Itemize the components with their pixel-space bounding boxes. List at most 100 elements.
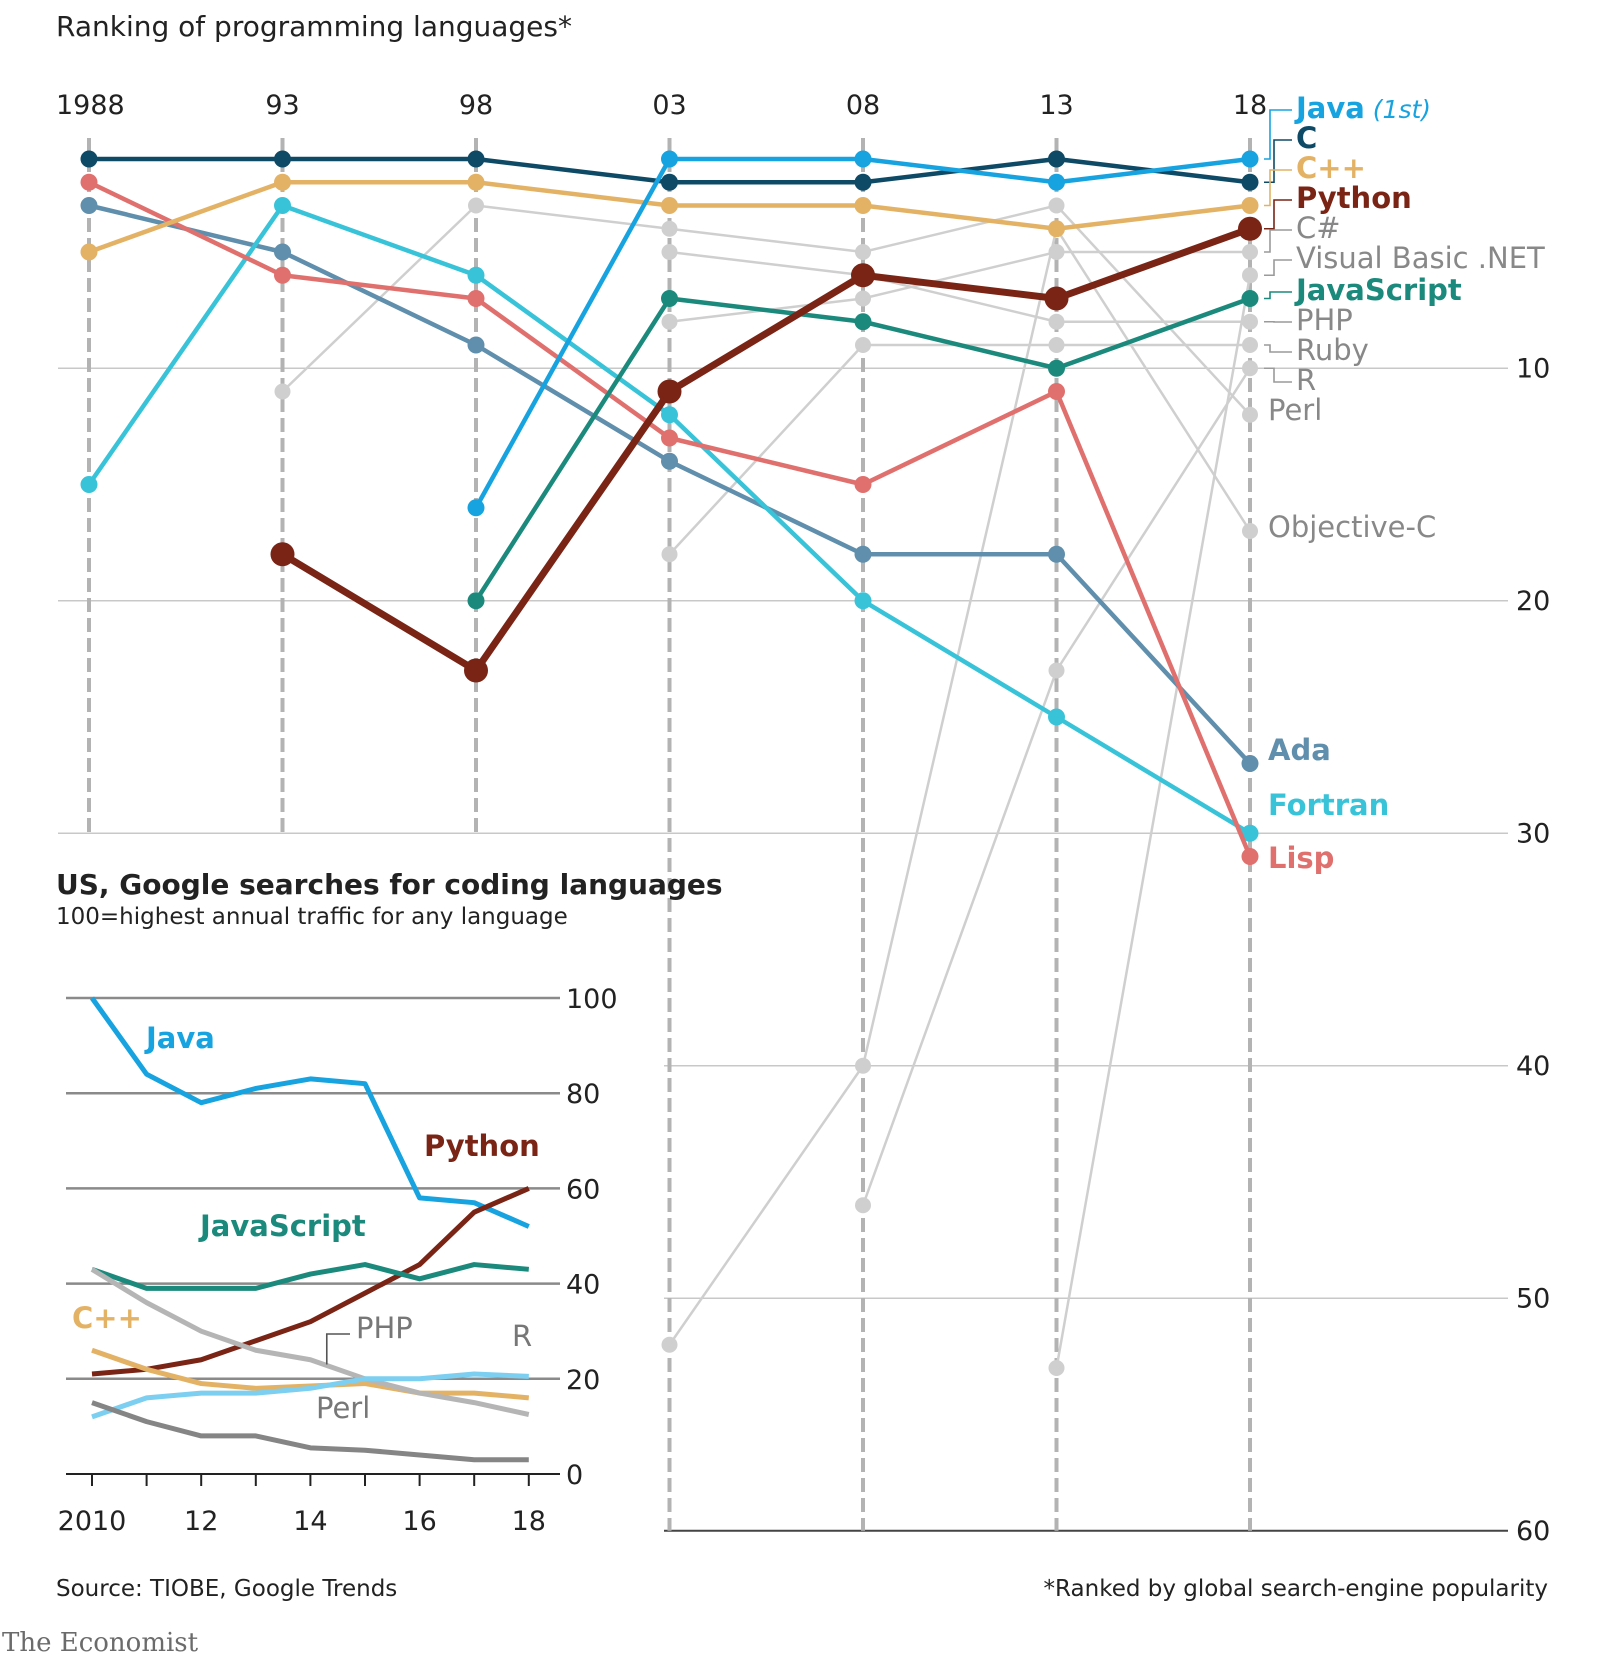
inset-y-tick-label-20: 20 bbox=[566, 1365, 600, 1396]
end-label-python: Python bbox=[1296, 181, 1412, 215]
inset-series-line-perl bbox=[91, 1400, 529, 1463]
point-cpp-98 bbox=[467, 173, 485, 191]
point-lisp-93 bbox=[274, 266, 291, 284]
inset-y-tick-label-40: 40 bbox=[566, 1270, 600, 1301]
point-fortran-93 bbox=[274, 197, 291, 214]
point-ada-03 bbox=[661, 452, 678, 470]
point-php-03 bbox=[661, 244, 678, 260]
point-javascript-18 bbox=[1241, 290, 1259, 307]
inset-series-line-r bbox=[91, 1371, 529, 1420]
point-c-1988 bbox=[80, 150, 98, 168]
y-tick-label-10: 10 bbox=[1516, 353, 1550, 384]
point-objective-c-03 bbox=[661, 1336, 678, 1353]
end-label-ruby: Ruby bbox=[1296, 333, 1369, 367]
point-cpp-13 bbox=[1048, 220, 1065, 238]
point-java-13 bbox=[1048, 173, 1065, 191]
series-line-ruby bbox=[668, 343, 1250, 556]
point-lisp-1988 bbox=[80, 173, 98, 191]
inset-x-tick-label-14: 14 bbox=[293, 1506, 327, 1537]
leader-c bbox=[1264, 139, 1292, 184]
y-tick-label-60: 60 bbox=[1516, 1516, 1550, 1547]
end-label-lisp: Lisp bbox=[1268, 841, 1334, 875]
point-cpp-18 bbox=[1241, 197, 1259, 214]
inset-y-tick-label-100: 100 bbox=[566, 984, 618, 1015]
end-label-cpp: C++ bbox=[1296, 151, 1366, 185]
leader-cpp bbox=[1264, 169, 1292, 207]
point-lisp-08 bbox=[854, 476, 872, 493]
point-fortran-18 bbox=[1241, 824, 1259, 842]
point-ada-08 bbox=[854, 545, 872, 563]
y-tick-label-40: 40 bbox=[1516, 1051, 1550, 1082]
inset-series-line-python bbox=[91, 1186, 530, 1377]
point-python-98 bbox=[464, 658, 488, 683]
point-c-93 bbox=[274, 150, 291, 168]
x-tick-label-13: 13 bbox=[1039, 90, 1073, 121]
point-cpp-03 bbox=[661, 197, 678, 214]
point-perl-18 bbox=[1242, 406, 1258, 423]
inset-php-leader bbox=[325, 1333, 350, 1365]
series-line-python bbox=[280, 225, 1252, 674]
point-perl-03 bbox=[661, 220, 678, 237]
series-line-perl bbox=[281, 204, 1251, 416]
point-r-13 bbox=[1048, 662, 1065, 679]
inset-y-tick-label-60: 60 bbox=[566, 1174, 600, 1205]
point-csharp-08 bbox=[855, 290, 871, 307]
end-label-c: C bbox=[1296, 121, 1317, 155]
inset-label-javascript: JavaScript bbox=[198, 1209, 366, 1243]
end-label-objective-c: Objective-C bbox=[1268, 510, 1436, 544]
y-tick-label-30: 30 bbox=[1516, 818, 1550, 849]
leader-visual-basic-net bbox=[1264, 259, 1292, 277]
leader-ruby bbox=[1264, 344, 1292, 353]
series-line-visual-basic-net bbox=[1055, 275, 1252, 1369]
point-c-03 bbox=[661, 173, 678, 191]
point-csharp-03 bbox=[661, 313, 678, 330]
point-java-98 bbox=[467, 499, 485, 517]
point-visual-basic-net-13 bbox=[1048, 1360, 1065, 1376]
inset-chart-subtitle: 100=highest annual traffic for any langu… bbox=[56, 904, 568, 930]
inset-label-python: Python bbox=[424, 1129, 540, 1163]
inset-label-cpp: C++ bbox=[72, 1301, 142, 1335]
point-php-13 bbox=[1048, 313, 1065, 330]
point-javascript-03 bbox=[661, 290, 678, 307]
point-ruby-18 bbox=[1242, 337, 1258, 353]
point-ada-18 bbox=[1241, 755, 1259, 772]
point-c-08 bbox=[854, 173, 872, 191]
inset-y-tick-label-80: 80 bbox=[566, 1079, 600, 1110]
inset-label-php: PHP bbox=[356, 1311, 413, 1345]
end-label-ada: Ada bbox=[1268, 733, 1331, 767]
point-lisp-13 bbox=[1048, 383, 1065, 400]
inset-series-line-php bbox=[90, 1267, 530, 1417]
point-java-08 bbox=[854, 150, 872, 168]
inset-x-tick-label-12: 12 bbox=[184, 1506, 218, 1537]
x-tick-label-03: 03 bbox=[652, 90, 686, 121]
point-objective-c-18 bbox=[1242, 523, 1258, 539]
point-ruby-08 bbox=[855, 337, 871, 353]
inset-x-tick-label-2010: 2010 bbox=[58, 1506, 127, 1537]
end-label-java-extra: (1st) bbox=[1365, 95, 1431, 124]
inset-label-perl: Perl bbox=[316, 1391, 370, 1425]
end-label-php: PHP bbox=[1296, 303, 1353, 337]
chart-title: Ranking of programming languages* bbox=[56, 10, 572, 43]
point-python-13 bbox=[1044, 286, 1069, 311]
x-tick-label-93: 93 bbox=[265, 90, 299, 121]
point-javascript-08 bbox=[854, 313, 872, 331]
inset-x-tick-label-16: 16 bbox=[402, 1506, 436, 1537]
leader-python bbox=[1264, 199, 1292, 230]
point-perl-13 bbox=[1048, 197, 1065, 214]
point-csharp-18 bbox=[1242, 244, 1258, 260]
end-label-perl: Perl bbox=[1268, 393, 1322, 427]
point-c-13 bbox=[1048, 150, 1065, 168]
footnote: *Ranked by global search-engine populari… bbox=[1043, 1576, 1548, 1602]
series-group bbox=[80, 150, 1262, 1376]
leader-csharp bbox=[1264, 229, 1292, 253]
end-label-visual-basic-net: Visual Basic .NET bbox=[1296, 241, 1545, 275]
series-line-objective-c bbox=[668, 227, 1252, 1346]
leader-java bbox=[1264, 109, 1292, 160]
point-objective-c-08 bbox=[855, 1057, 871, 1074]
end-label-javascript: JavaScript bbox=[1294, 273, 1462, 307]
inset-y-tick-label-0: 0 bbox=[566, 1460, 583, 1491]
point-python-03 bbox=[657, 379, 682, 404]
leader-r bbox=[1264, 367, 1292, 383]
point-ruby-13 bbox=[1048, 337, 1065, 353]
